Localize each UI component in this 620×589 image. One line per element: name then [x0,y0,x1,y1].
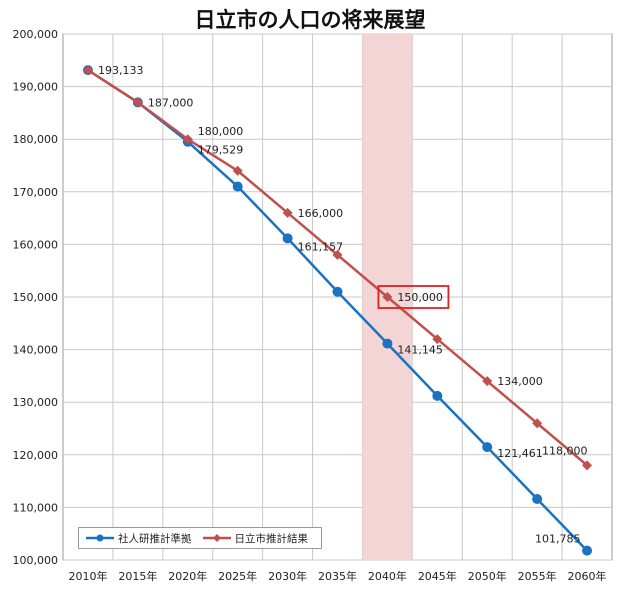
x-tick-label: 2025年 [218,569,257,583]
series-0-point [482,442,493,453]
y-tick-label: 170,000 [13,186,59,199]
y-tick-label: 160,000 [13,238,59,251]
x-tick-label: 2035年 [318,569,357,583]
legend: 社人研推計準拠 日立市推計結果 [78,527,322,549]
series-0-point [282,233,293,244]
series-1-point [482,376,493,387]
legend-label-series-0: 社人研推計準拠 [118,532,192,545]
data-label: 166,000 [298,207,344,220]
x-tick-label: 2055年 [518,569,557,583]
emphasis-box [377,285,450,309]
series-1-point [182,134,193,145]
axes: 100,000 110,000 120,000 130,000 140,000 150,0… [13,28,607,583]
data-label: 134,000 [497,375,543,388]
data-label: 121,461 [497,447,543,460]
data-label: 193,133 [98,64,144,77]
data-labels: 179,529 161,157 141,145 121,461 101,785 193,1… [98,64,588,545]
grid [62,33,613,561]
series-0-point [332,286,343,297]
series-0-point [382,338,393,349]
series-1-point [82,65,93,76]
series-0-point [232,181,243,192]
x-tick-label: 2015年 [118,569,157,583]
y-tick-label: 110,000 [13,501,59,514]
y-tick-label: 120,000 [13,449,59,462]
series-1-point [232,165,243,176]
x-tick-label: 2050年 [468,569,507,583]
legend-item-series-0: 社人研推計準拠 [85,531,192,546]
series-1-point [432,334,443,345]
x-tick-label: 2010年 [68,569,107,583]
x-tick-label: 2045年 [418,569,457,583]
data-label: 101,785 [535,533,581,546]
series [82,65,593,556]
series-1-point [382,292,393,302]
series-0-point [582,545,593,556]
series-0-point [432,390,443,401]
legend-item-series-1: 日立市推計結果 [202,531,309,546]
series-1-point [132,97,143,108]
data-label: 118,000 [542,444,588,457]
data-label: 150,000 [397,291,443,304]
x-tick-label: 2030年 [268,569,307,583]
legend-label-series-1: 日立市推計結果 [234,532,309,545]
chart-title: 日立市の人口の将来展望 [194,8,426,32]
data-label: 179,529 [198,144,244,157]
series-1-point [282,207,293,218]
series-1-point [532,418,543,429]
data-label: 187,000 [148,96,194,109]
y-tick-label: 130,000 [13,396,59,409]
y-tick-label: 100,000 [13,554,59,567]
y-tick-label: 140,000 [13,344,59,357]
series-0-point [532,493,543,504]
y-tick-label: 150,000 [13,291,59,304]
series-1-point [332,249,343,260]
y-tick-label: 200,000 [13,28,59,41]
x-tick-label: 2060年 [568,569,607,583]
y-tick-label: 180,000 [13,133,59,146]
data-label: 141,145 [397,344,443,357]
data-label: 180,000 [198,125,244,138]
legend-swatch-diamond-icon [202,534,231,542]
legend-swatch-circle-icon [86,534,114,542]
series-1-point [582,460,593,471]
x-tick-label: 2040年 [368,569,407,583]
y-tick-label: 190,000 [13,81,59,94]
x-tick-label: 2020年 [168,569,207,583]
data-label: 161,157 [298,240,344,253]
